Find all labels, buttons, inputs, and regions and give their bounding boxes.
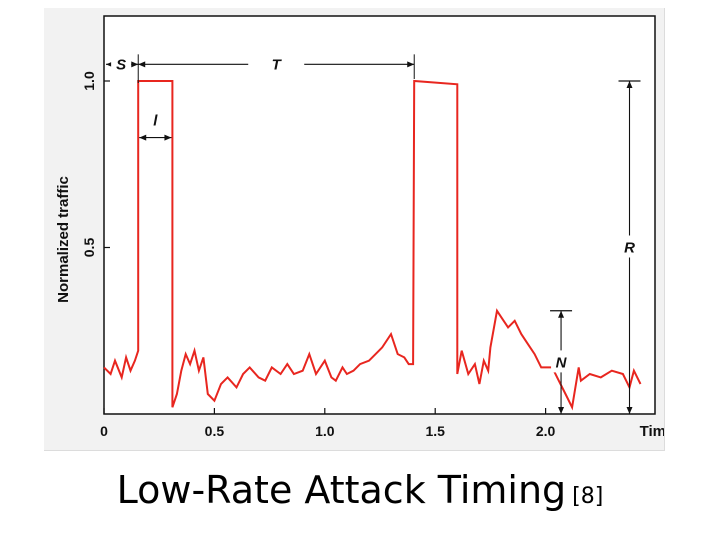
annotation-t-arrowhead-left [138, 61, 146, 68]
y-axis-title: Normalized traffic [55, 176, 72, 303]
annotation-r-label: R [624, 240, 635, 257]
annotation-r-label-bg [619, 235, 640, 258]
x-tick-label: 1.0 [315, 423, 335, 439]
annotation-l-arrowhead-left [139, 134, 147, 141]
caption-title: Low-Rate Attack Timing [116, 468, 567, 512]
annotation-r-arrowhead-bottom [626, 407, 633, 414]
traffic-series-line [103, 79, 642, 411]
annotation-t-label: T [272, 56, 283, 73]
annotation-t-arrowhead-right [407, 61, 415, 68]
traffic-chart: 0 0.5 1.0 1.5 2.0 Time 0.5 1.0 Normalized traffi… [55, 15, 664, 440]
annotation-l-arrowhead-right [164, 134, 172, 141]
annotation-n-label-bg [551, 350, 572, 373]
x-tick-label: 1.5 [425, 423, 445, 439]
annotation-l-label: l [153, 113, 158, 130]
annotation-s-label: S [116, 56, 126, 73]
annotation-s-label-bg [111, 55, 132, 74]
caption-reference: [8] [572, 484, 604, 509]
y-tick-label: 0.5 [81, 238, 97, 258]
x-axis-title: Time [640, 423, 664, 440]
annotation-t-label-bg [248, 55, 305, 74]
annotation-n-arrowhead-top [558, 310, 565, 318]
chart-figure: 0 0.5 1.0 1.5 2.0 Time 0.5 1.0 Normalized traffi… [44, 8, 665, 451]
plot-area [103, 15, 656, 415]
x-tick-label: 0.5 [205, 423, 225, 439]
annotation-r-arrowhead-top [626, 81, 633, 88]
slide-caption: Low-Rate Attack Timing [8] [0, 468, 720, 512]
x-tick-label: 2.0 [536, 423, 556, 439]
y-tick-label: 1.0 [81, 71, 97, 91]
annotation-n-arrowhead-bottom [558, 407, 565, 414]
x-tick-label: 0 [100, 423, 108, 439]
annotation-n-label: N [556, 354, 568, 371]
annotation-s-arrowhead-right [131, 61, 139, 68]
